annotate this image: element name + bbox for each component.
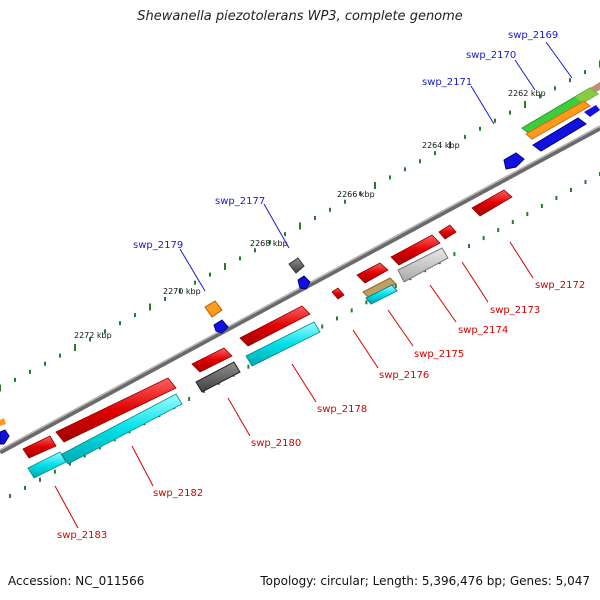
label-swp-2170[interactable]: swp_2170	[466, 50, 516, 61]
scale-label-2270: 2270 kbp	[163, 287, 201, 296]
gene-swp-2182-cyan[interactable]	[61, 393, 183, 465]
gene-swp-2170[interactable]	[525, 100, 591, 140]
genome-summary: Topology: circular; Length: 5,396,476 bp…	[260, 574, 590, 588]
leader-lines-top	[179, 41, 573, 292]
label-swp-2169[interactable]: swp_2169	[508, 30, 558, 41]
gene-left-orange[interactable]	[0, 418, 6, 426]
leader-lines-bottom	[54, 241, 534, 529]
gene-swp-2177-gray[interactable]	[288, 257, 305, 274]
gene-swp-2169[interactable]	[521, 82, 600, 135]
gene-left-blue[interactable]	[0, 429, 10, 445]
label-swp-2177[interactable]: swp_2177	[215, 196, 265, 207]
label-swp-2174[interactable]: swp_2174	[458, 325, 508, 336]
gene-swp-2183-cyan[interactable]	[27, 451, 67, 479]
gene-swp-2170b[interactable]	[532, 105, 600, 152]
scale-label-2268: 2268 kbp	[250, 239, 288, 248]
map-title: Shewanella piezotolerans WP3, complete g…	[137, 9, 463, 24]
gene-swp-2174[interactable]	[390, 234, 441, 266]
gene-swp-2174-gray[interactable]	[397, 247, 449, 283]
label-swp-2175[interactable]: swp_2175	[414, 349, 464, 360]
scale-label-2262: 2262 kbp	[508, 89, 546, 98]
gene-swp-2171[interactable]	[503, 152, 525, 170]
gene-swp-2175[interactable]	[362, 277, 398, 305]
label-swp-2179[interactable]: swp_2179	[133, 240, 183, 251]
gene-swp-2178-red[interactable]	[239, 305, 311, 347]
label-swp-2178[interactable]: swp_2178	[317, 404, 367, 415]
gene-swp-2178-cyan[interactable]	[245, 321, 321, 367]
genome-backbone	[0, 125, 600, 455]
label-swp-2183[interactable]: swp_2183	[57, 530, 107, 541]
label-swp-2171[interactable]: swp_2171	[422, 77, 472, 88]
gene-swp-2180-gray[interactable]	[195, 361, 241, 393]
gene-swp-2180-red[interactable]	[191, 347, 233, 373]
label-swp-2173[interactable]: swp_2173	[490, 305, 540, 316]
scale-label-2266: 2266 kbp	[337, 190, 375, 199]
accession-text: Accession: NC_011566	[8, 574, 145, 588]
gene-swp-2183-red[interactable]	[22, 435, 57, 459]
gene-swp-2172[interactable]	[471, 189, 513, 217]
scale-label-2264: 2264 kbp	[422, 141, 460, 150]
gene-swp-2176-red[interactable]	[356, 262, 389, 284]
label-swp-2172[interactable]: swp_2172	[535, 280, 585, 291]
gene-swp-2176-small[interactable]	[331, 287, 345, 300]
gene-swp-2177[interactable]	[297, 275, 311, 290]
label-swp-2180[interactable]: swp_2180	[251, 438, 301, 449]
gene-swp-2179[interactable]	[213, 319, 229, 334]
gene-swp-2173[interactable]	[438, 224, 457, 240]
scale-label-2272: 2272 kbp	[74, 331, 112, 340]
label-swp-2176[interactable]: swp_2176	[379, 370, 429, 381]
label-swp-2182[interactable]: swp_2182	[153, 488, 203, 499]
gene-swp-2179-orange[interactable]	[204, 300, 223, 318]
scale-ticks	[0, 60, 600, 392]
gene-swp-2182-red[interactable]	[55, 377, 177, 443]
